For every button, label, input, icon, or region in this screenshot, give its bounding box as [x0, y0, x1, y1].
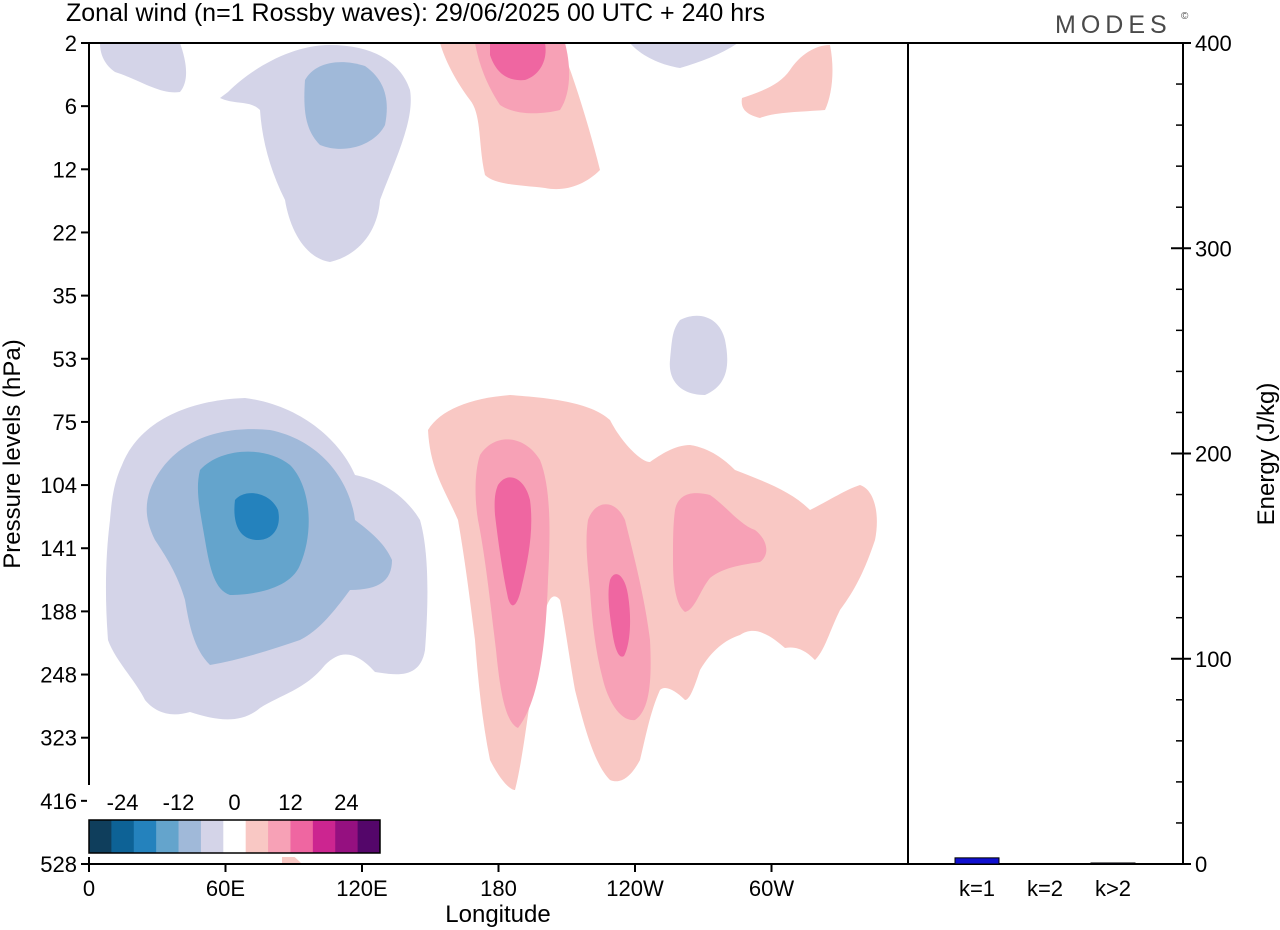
x-axis: 0 60E 120E 180 120W 60W — [83, 864, 794, 901]
energy-tick-label: 400 — [1195, 31, 1232, 56]
contour-pos-main-b-core — [608, 574, 631, 657]
y-tick-label: 75 — [53, 410, 77, 435]
x-tick-label: 0 — [83, 876, 95, 901]
y-axis: 2 6 12 22 35 53 75 104 141 188 248 323 416 528 — [40, 31, 89, 877]
colorbar-swatch — [290, 820, 314, 853]
contour-neg-topleft — [100, 43, 187, 93]
y-tick-label: 53 — [53, 347, 77, 372]
colorbar-label: -12 — [163, 790, 195, 815]
contour-neg-topright — [630, 43, 738, 68]
y-tick-label: 2 — [65, 31, 77, 56]
colorbar-label: 0 — [228, 790, 240, 815]
chart-title: Zonal wind (n=1 Rossby waves): 29/06/202… — [66, 0, 765, 27]
colorbar-swatch — [178, 820, 202, 853]
y-tick-label: 188 — [40, 599, 77, 624]
x-tick-label: 60W — [749, 876, 794, 901]
y-tick-label: 12 — [53, 157, 77, 182]
contour-field — [100, 43, 877, 864]
energy-bar — [1090, 862, 1136, 865]
contour-pos-upper-core — [490, 43, 546, 81]
energy-category-label: k=1 — [959, 876, 995, 901]
contour-pos-main-c-mid — [673, 493, 767, 612]
y-tick-label: 6 — [65, 94, 77, 119]
y-tick-label: 323 — [40, 726, 77, 751]
contour-neg-upper-mid — [304, 62, 387, 149]
y-tick-label: 416 — [40, 789, 77, 814]
energy-category-label: k=2 — [1027, 876, 1063, 901]
y-tick-label: 104 — [40, 473, 77, 498]
contour-pos-main-a-core — [494, 477, 532, 606]
colorbar-swatch — [111, 820, 135, 853]
y-axis-label: Pressure levels (hPa) — [0, 339, 26, 568]
energy-tick-label: 300 — [1195, 236, 1232, 261]
contour-pos-upper-right — [741, 45, 833, 118]
contour-neg-main-l3 — [234, 493, 279, 540]
y-tick-label: 248 — [40, 663, 77, 688]
energy-tick-label: 200 — [1195, 442, 1232, 467]
brand-mark: © — [1181, 11, 1189, 22]
brand-name: MODES — [1055, 11, 1172, 39]
colorbar-swatch — [223, 820, 247, 853]
colorbar-frame — [88, 819, 381, 854]
colorbar: -24 -12 0 12 24 — [87, 785, 382, 857]
colorbar-swatch — [268, 820, 291, 853]
contour-neg-small — [669, 315, 728, 395]
colorbar-swatch — [245, 820, 269, 853]
colorbar-swatch — [335, 820, 359, 853]
x-tick-label: 120W — [606, 876, 664, 901]
energy-tick-label: 100 — [1195, 647, 1232, 672]
colorbar-label: 12 — [278, 790, 302, 815]
energy-axis: 0 100 200 300 400 — [1171, 31, 1232, 877]
energy-bars: k=1 k=2 k>2 — [954, 857, 1136, 901]
x-tick-label: 120E — [336, 876, 387, 901]
colorbar-swatch — [156, 820, 180, 853]
colorbar-swatch — [89, 820, 112, 853]
y-tick-label: 528 — [40, 852, 77, 877]
energy-bar — [954, 857, 1000, 865]
colorbar-swatch — [357, 820, 381, 853]
colorbar-label: 24 — [334, 790, 358, 815]
x-axis-label: Longitude — [445, 901, 550, 928]
colorbar-swatch — [133, 820, 157, 853]
energy-category-label: k>2 — [1095, 876, 1131, 901]
colorbar-label: -24 — [107, 790, 139, 815]
y-tick-label: 141 — [40, 536, 77, 561]
energy-tick-label: 0 — [1195, 852, 1207, 877]
x-tick-label: 180 — [480, 876, 517, 901]
x-tick-label: 60E — [206, 876, 245, 901]
colorbar-swatch — [312, 820, 336, 853]
y-tick-label: 35 — [53, 284, 77, 309]
colorbar-swatch — [200, 820, 224, 853]
y-tick-label: 22 — [53, 220, 77, 245]
modes-logo: MODES © — [1055, 11, 1189, 39]
energy-axis-label: Energy (J/kg) — [1253, 383, 1280, 526]
